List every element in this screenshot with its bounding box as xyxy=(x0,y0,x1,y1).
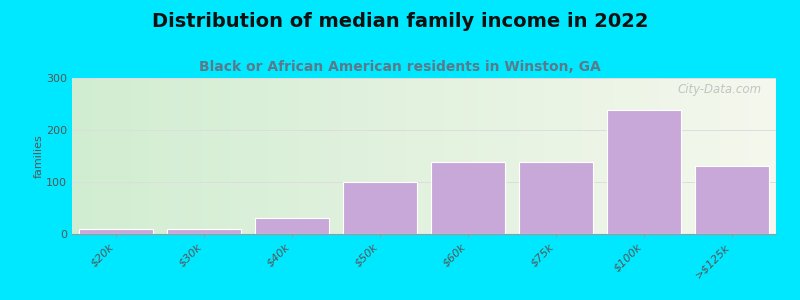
Bar xyxy=(254,218,330,234)
Text: Black or African American residents in Winston, GA: Black or African American residents in W… xyxy=(199,60,601,74)
Bar xyxy=(342,182,418,234)
Bar xyxy=(430,162,506,234)
Text: Distribution of median family income in 2022: Distribution of median family income in … xyxy=(152,12,648,31)
Y-axis label: families: families xyxy=(34,134,43,178)
Bar xyxy=(78,229,154,234)
Bar xyxy=(694,167,770,234)
Bar xyxy=(606,110,682,234)
Text: City-Data.com: City-Data.com xyxy=(678,83,762,96)
Bar xyxy=(518,162,594,234)
Bar xyxy=(166,229,242,234)
